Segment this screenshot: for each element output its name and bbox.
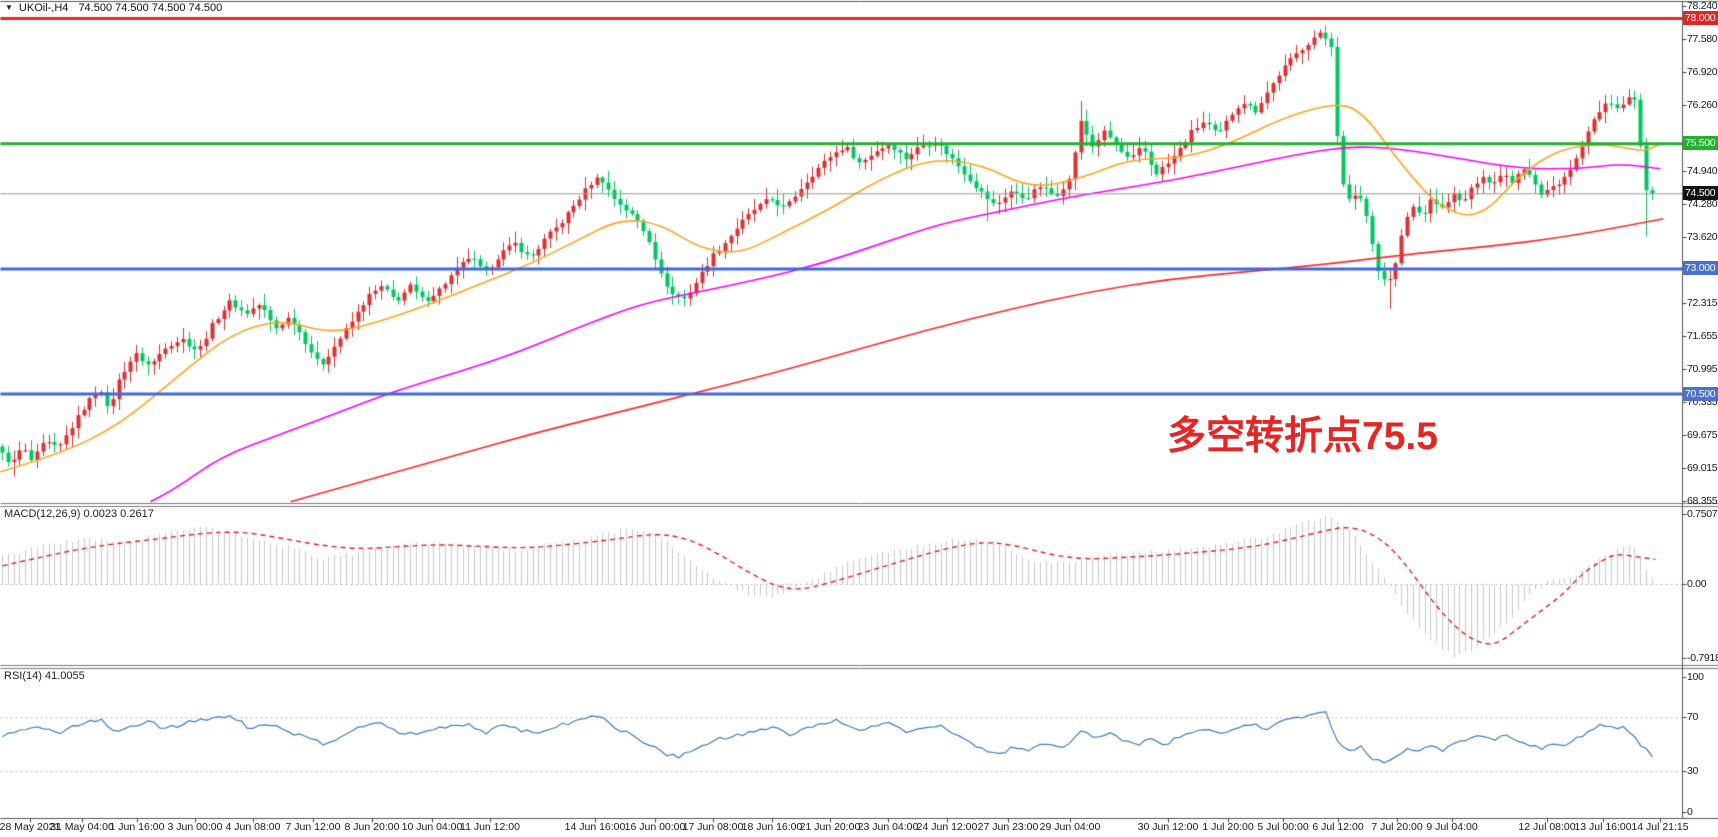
rsi-axis-tick: 100 bbox=[1687, 671, 1704, 683]
price-level-badge-current-price: 74.500 bbox=[1683, 186, 1718, 201]
price-axis-tick: 77.580 bbox=[1687, 33, 1718, 46]
time-axis-label: 21 Jun 20:00 bbox=[799, 821, 861, 833]
time-axis-label: 3 Jun 00:00 bbox=[167, 821, 223, 833]
time-axis-label: 12 Jul 08:00 bbox=[1518, 821, 1576, 833]
time-axis-label: 11 Jun 12:00 bbox=[460, 821, 520, 833]
price-level-badge-pivot-level: 75.500 bbox=[1683, 136, 1718, 151]
time-axis-label: 5 Jul 00:00 bbox=[1257, 821, 1309, 833]
macd-indicator-label: MACD(12,26,9) 0.0023 0.2617 bbox=[4, 508, 154, 520]
macd-axis-tick: 0.7507 bbox=[1687, 508, 1718, 521]
ohlc-quotes: 74.500 74.500 74.500 74.500 bbox=[78, 2, 223, 14]
price-axis-tick: 69.675 bbox=[1687, 428, 1718, 441]
price-axis-tick: 76.920 bbox=[1687, 66, 1718, 79]
time-axis-label: 1 Jul 20:00 bbox=[1202, 821, 1254, 833]
symbol-timeframe-label: UKOil-,H4 bbox=[18, 2, 69, 14]
time-axis-label: 9 Jul 04:00 bbox=[1426, 821, 1478, 833]
price-axis-tick: 74.280 bbox=[1687, 198, 1718, 211]
price-axis-tick: 78.240 bbox=[1687, 0, 1718, 12]
price-axis-tick: 70.995 bbox=[1687, 362, 1718, 375]
price-axis-tick: 72.315 bbox=[1687, 296, 1718, 309]
price-axis-tick: 69.015 bbox=[1687, 461, 1718, 474]
rsi-axis-tick: 30 bbox=[1687, 765, 1699, 778]
macd-axis-tick: 0.00 bbox=[1687, 578, 1707, 590]
price-axis-tick: 74.940 bbox=[1687, 165, 1718, 178]
time-axis-label: 7 Jul 20:00 bbox=[1371, 821, 1423, 833]
rsi-axis-tick: 0 bbox=[1687, 805, 1693, 818]
macd-axis-tick: -0.7918 bbox=[1687, 651, 1718, 664]
collapse-indicator-icon[interactable]: ▼ bbox=[5, 3, 13, 12]
price-level-badge-support-level: 73.000 bbox=[1683, 261, 1718, 276]
rsi-axis-tick: 70 bbox=[1687, 711, 1699, 724]
time-axis-label: 23 Jun 04:00 bbox=[857, 821, 919, 833]
time-axis-label: 1 Jun 16:00 bbox=[109, 821, 165, 833]
time-axis-label: 14 Jun 16:00 bbox=[564, 821, 626, 833]
time-axis-label: 27 Jun 23:00 bbox=[977, 821, 1039, 833]
time-axis-label: 24 Jun 12:00 bbox=[916, 821, 978, 833]
time-axis-label: 13 Jul 16:00 bbox=[1574, 821, 1632, 833]
time-axis-label: 28 May 2021 bbox=[0, 821, 61, 833]
price-axis-tick: 73.620 bbox=[1687, 231, 1718, 244]
time-axis-label: 10 Jun 04:00 bbox=[401, 821, 463, 833]
price-axis-tick: 76.260 bbox=[1687, 99, 1718, 112]
rsi-indicator-label: RSI(14) 41.0055 bbox=[4, 670, 85, 682]
time-axis-label: 14 Jul 21:15 bbox=[1631, 821, 1689, 833]
time-axis-label: 7 Jun 12:00 bbox=[285, 821, 341, 833]
price-annotation-text[interactable]: 多空转折点75.5 bbox=[1167, 415, 1438, 458]
price-axis-tick: 71.655 bbox=[1687, 329, 1718, 342]
time-axis-label: 8 Jun 20:00 bbox=[344, 821, 400, 833]
time-axis-label: 6 Jul 12:00 bbox=[1312, 821, 1364, 833]
time-axis-label: 31 May 04:00 bbox=[50, 821, 114, 833]
price-axis-tick: 68.355 bbox=[1687, 495, 1718, 507]
chart-title: ▼ UKOil-,H4 74.500 74.500 74.500 74.500 bbox=[5, 2, 222, 14]
time-axis-label: 29 Jun 04:00 bbox=[1039, 821, 1101, 833]
time-axis-label: 17 Jun 08:00 bbox=[682, 821, 744, 833]
price-level-badge-support-level: 70.500 bbox=[1683, 386, 1718, 401]
time-axis-label: 30 Jun 12:00 bbox=[1137, 821, 1199, 833]
time-axis-label: 4 Jun 08:00 bbox=[225, 821, 281, 833]
time-axis-label: 16 Jun 00:00 bbox=[624, 821, 686, 833]
time-axis-label: 18 Jun 16:00 bbox=[741, 821, 803, 833]
price-level-badge-resistance-level: 78.000 bbox=[1683, 11, 1718, 26]
